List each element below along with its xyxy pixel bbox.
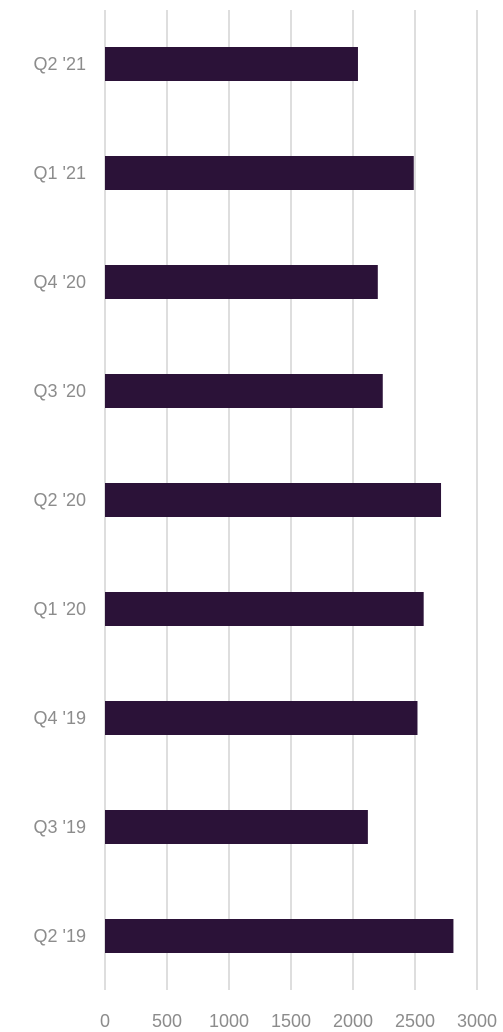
bar [105, 483, 442, 517]
bar [105, 592, 424, 626]
category-label: Q1 '21 [34, 163, 86, 183]
category-label: Q2 '19 [34, 926, 86, 946]
x-tick-label: 1000 [209, 1011, 249, 1031]
x-tick-label: 3000 [457, 1011, 497, 1031]
x-tick-label: 0 [100, 1011, 110, 1031]
category-label: Q4 '19 [34, 708, 86, 728]
x-tick-label: 2000 [333, 1011, 373, 1031]
bar [105, 47, 358, 81]
x-tick-label: 500 [152, 1011, 182, 1031]
category-label: Q4 '20 [34, 272, 86, 292]
category-labels: Q2 '21 Q1 '21 Q4 '20 Q3 '20 Q2 '20 Q1 '20 Q4 '… [34, 54, 86, 946]
bar [105, 265, 378, 299]
category-label: Q3 '20 [34, 381, 86, 401]
bars [105, 47, 454, 953]
category-label: Q2 '21 [34, 54, 86, 74]
category-label: Q2 '20 [34, 490, 86, 510]
bar [105, 374, 383, 408]
category-label: Q1 '20 [34, 599, 86, 619]
bar [105, 701, 418, 735]
bar [105, 156, 414, 190]
x-axis-tick-labels: 0 500 1000 1500 2000 2500 3000 [100, 1011, 497, 1031]
category-label: Q3 '19 [34, 817, 86, 837]
x-tick-label: 1500 [271, 1011, 311, 1031]
x-tick-label: 2500 [395, 1011, 435, 1031]
bar [105, 919, 454, 953]
bar [105, 810, 368, 844]
